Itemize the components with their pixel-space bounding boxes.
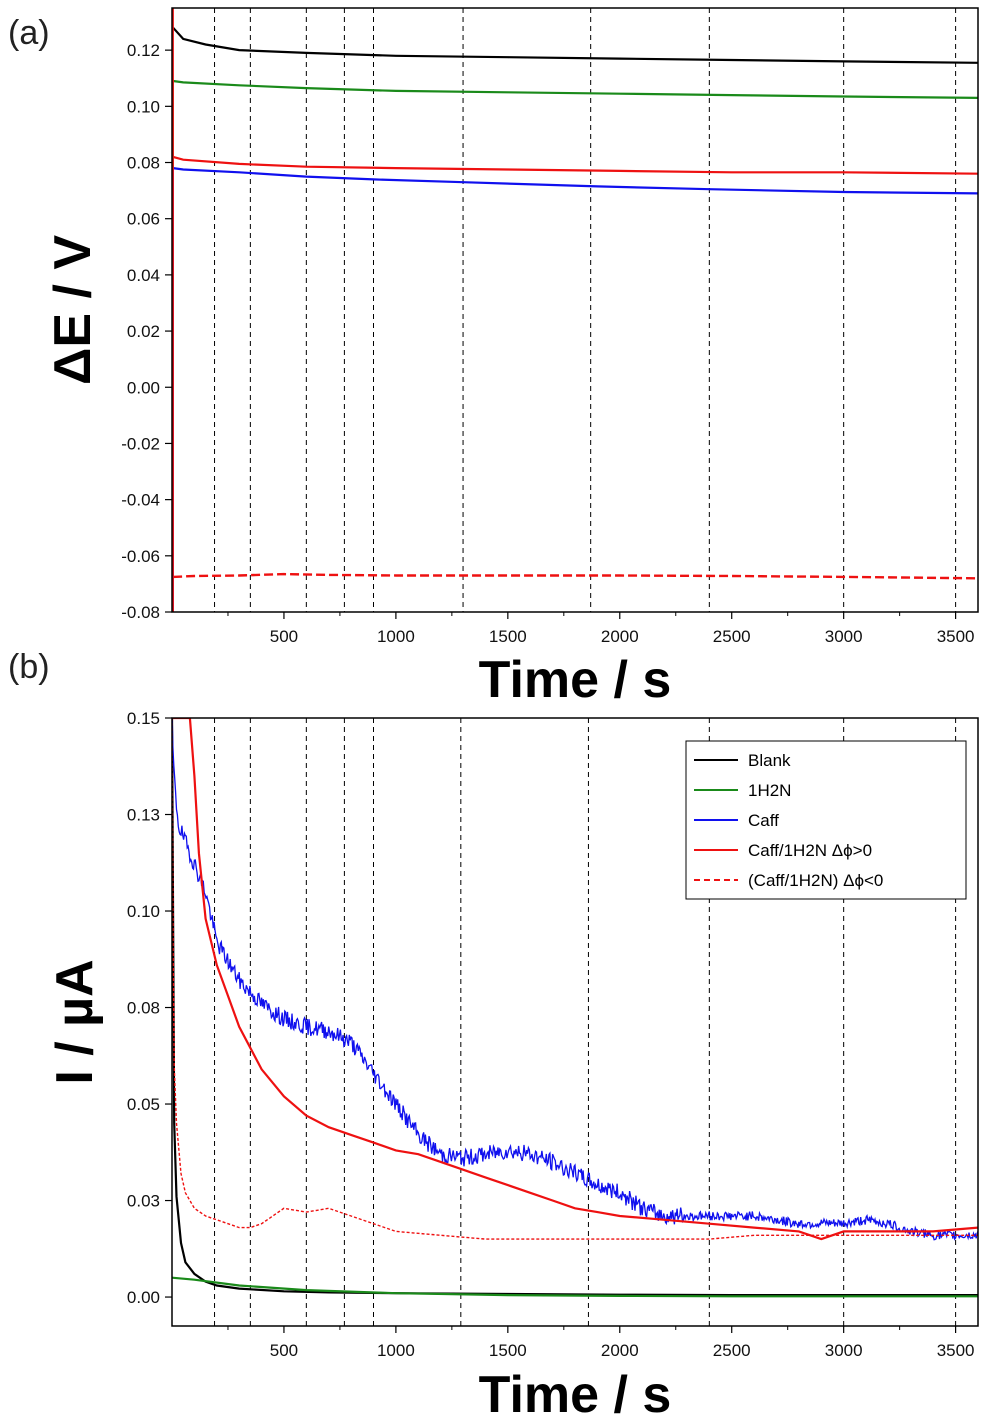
x-tick-label: 2500 [713, 1341, 751, 1360]
panel-label-b: (b) [8, 648, 50, 686]
y-tick-label: 0.15 [127, 709, 160, 728]
series-line-blank [172, 718, 978, 1297]
y-tick-label: 0.10 [127, 902, 160, 921]
series-line-caff-1h2n-0 [172, 718, 978, 1241]
chart-b: 500 1000 1500 2000 2500 3000 3500 0.15 0.13 0.10 0… [46, 709, 979, 1419]
plot-area [172, 8, 978, 612]
y-tick-label: -0.02 [121, 434, 160, 453]
y-tick-label: 0.00 [127, 1288, 160, 1307]
x-tick-label: 500 [270, 627, 298, 646]
y-tick-label: 0.08 [127, 154, 160, 173]
y-axis-label: I / µA [46, 959, 104, 1084]
x-axis-label: Time / s [479, 1366, 672, 1419]
series-line-caff-1h2n-0 [172, 718, 978, 1240]
y-tick-label: -0.06 [121, 547, 160, 566]
y-tick-label: 0.06 [127, 210, 160, 229]
axes-frame [171, 7, 979, 613]
x-tick-label: 2000 [601, 1341, 639, 1360]
y-tick-label: 0.13 [127, 806, 160, 825]
x-tick-label: 2500 [713, 627, 751, 646]
panel-label-a: (a) [8, 14, 50, 52]
y-tick-label: 0.08 [127, 999, 160, 1018]
plot-area [172, 718, 978, 1298]
series-line-1h2n [172, 1276, 978, 1298]
legend-label-caff-1h2n-0: Caff/1H2N Δϕ>0 [748, 841, 872, 860]
axes-frame [171, 717, 979, 1327]
x-tick-label: 3500 [937, 627, 975, 646]
series-line-caff [172, 718, 978, 1241]
y-tick-label: 0.00 [127, 378, 160, 397]
series-line-blank [172, 26, 978, 64]
chart-a: 500 1000 1500 2000 2500 3000 3500 0.12 0.10 0.08 0… [44, 7, 979, 709]
x-tick-label: 500 [270, 1341, 298, 1360]
x-axis-label: Time / s [479, 651, 672, 709]
series-line-caff-1h2n-0 [172, 155, 978, 175]
y-tick-label: 0.12 [127, 41, 160, 60]
legend-label-caff: Caff [748, 811, 779, 830]
x-tick-label: 1500 [489, 627, 527, 646]
y-tick-label: 0.10 [127, 97, 160, 116]
x-tick-label: 2000 [601, 627, 639, 646]
series-line-caff [172, 167, 978, 195]
x-tick-label: 3000 [825, 1341, 863, 1360]
series-line-caff-1h2n-0 [173, 572, 978, 580]
series-line-1h2n [172, 79, 978, 99]
y-tick-label: 0.05 [127, 1095, 160, 1114]
x-tick-label: 3000 [825, 627, 863, 646]
x-tick-label: 3500 [937, 1341, 975, 1360]
x-tick-label: 1000 [377, 627, 415, 646]
y-axis-label: ΔE / V [44, 235, 102, 385]
y-tick-label: 0.02 [127, 322, 160, 341]
y-tick-label: -0.08 [121, 603, 160, 622]
y-tick-label: -0.04 [121, 491, 160, 510]
y-tick-label: 0.04 [127, 266, 160, 285]
x-tick-label: 1500 [489, 1341, 527, 1360]
legend-label-caff-1h2n-0: (Caff/1H2N) Δϕ<0 [748, 871, 883, 890]
y-tick-label: 0.03 [127, 1192, 160, 1211]
x-tick-label: 1000 [377, 1341, 415, 1360]
legend-label-1h2n: 1H2N [748, 781, 791, 800]
legend-label-blank: Blank [748, 751, 791, 770]
